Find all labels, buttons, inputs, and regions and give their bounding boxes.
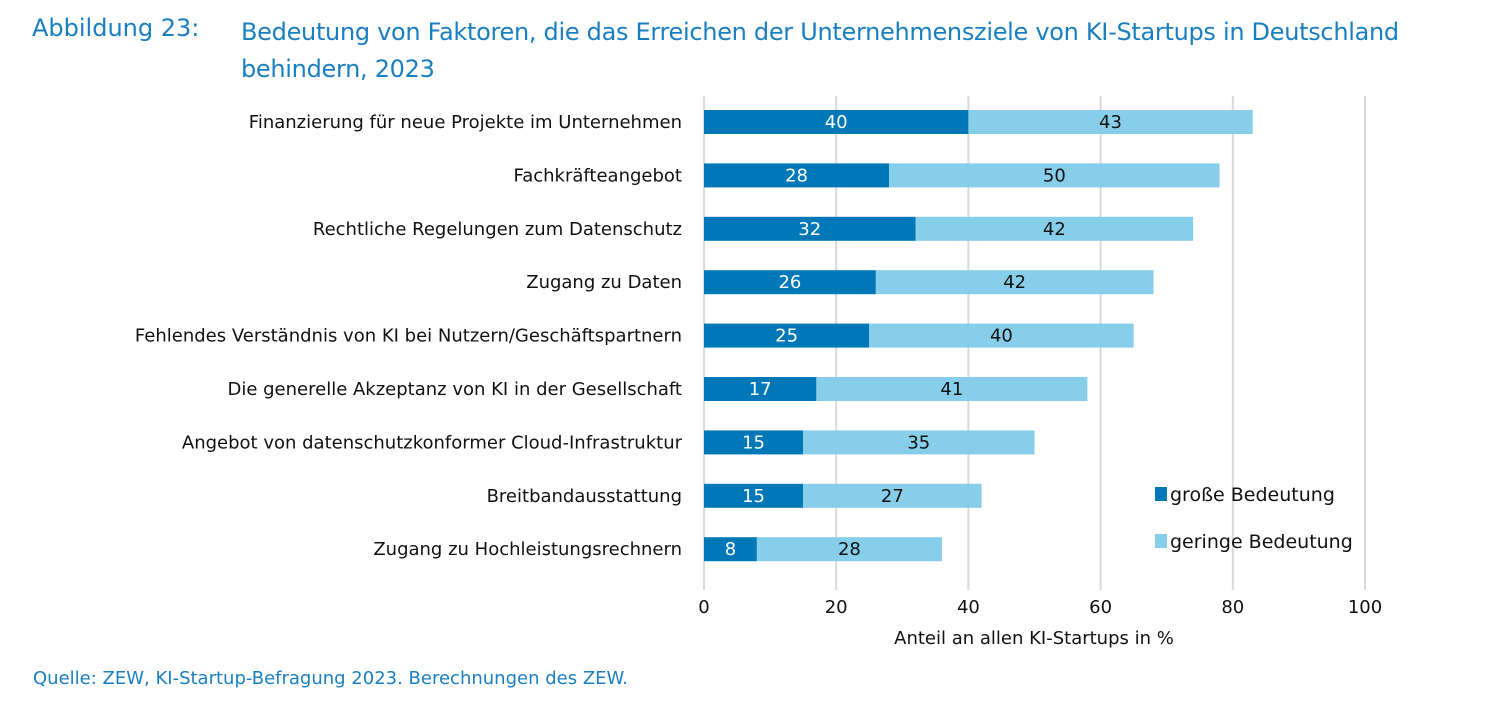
data-label: 32 bbox=[798, 219, 821, 240]
bar-geringe-bedeutung bbox=[803, 430, 1035, 455]
bar-geringe-bedeutung bbox=[968, 110, 1253, 134]
bar-grosse-bedeutung bbox=[704, 163, 890, 188]
data-label: 8 bbox=[725, 539, 736, 560]
data-label: 15 bbox=[742, 432, 765, 453]
figure-number: Abbildung 23: bbox=[32, 14, 200, 42]
bar-geringe-bedeutung bbox=[889, 163, 1220, 188]
bar-grosse-bedeutung bbox=[704, 377, 817, 401]
bar-grosse-bedeutung bbox=[704, 537, 757, 562]
category-label: Rechtliche Regelungen zum Datenschutz bbox=[313, 219, 682, 240]
x-tick-labels: 0 20 40 60 80 100 bbox=[698, 597, 1382, 618]
bar-grosse-bedeutung bbox=[704, 430, 804, 455]
data-label: 17 bbox=[749, 379, 772, 400]
category-label: Die generelle Akzeptanz von KI in der Ge… bbox=[227, 379, 682, 400]
x-axis-label: Anteil an allen KI-Startups in % bbox=[894, 628, 1174, 649]
legend-label: geringe Bedeutung bbox=[1170, 531, 1353, 553]
category-label: Angebot von datenschutzkonformer Cloud-I… bbox=[182, 432, 683, 453]
source-note: Quelle: ZEW, KI-Startup-Befragung 2023. … bbox=[33, 668, 628, 689]
bar-geringe-bedeutung bbox=[803, 483, 982, 508]
data-label: 26 bbox=[778, 272, 801, 293]
data-label: 50 bbox=[1043, 165, 1066, 186]
data-label: 35 bbox=[907, 432, 930, 453]
bars: 40 43 28 50 32 42 26 42 25 40 17 41 15 35 15 27 8 28 bbox=[704, 110, 1253, 562]
legend: große Bedeutung geringe Bedeutung bbox=[1155, 484, 1353, 553]
data-label: 40 bbox=[990, 326, 1013, 347]
bar-geringe-bedeutung bbox=[915, 216, 1194, 241]
data-label: 42 bbox=[1003, 272, 1026, 293]
category-label: Zugang zu Daten bbox=[526, 272, 682, 293]
data-label: 25 bbox=[775, 326, 798, 347]
x-tick-label: 20 bbox=[825, 597, 848, 618]
legend-label: große Bedeutung bbox=[1170, 484, 1335, 506]
bar-grosse-bedeutung bbox=[704, 216, 916, 241]
category-label: Breitbandausstattung bbox=[487, 486, 682, 507]
data-label: 27 bbox=[881, 486, 904, 507]
legend-swatch bbox=[1155, 487, 1167, 501]
x-tick-label: 80 bbox=[1221, 597, 1244, 618]
bar-geringe-bedeutung bbox=[875, 270, 1154, 295]
x-tick-label: 0 bbox=[698, 597, 709, 618]
data-label: 43 bbox=[1099, 112, 1122, 133]
bar-geringe-bedeutung bbox=[756, 537, 942, 562]
data-label: 15 bbox=[742, 486, 765, 507]
bar-grosse-bedeutung bbox=[704, 483, 804, 508]
x-tick-label: 60 bbox=[1089, 597, 1112, 618]
bar-geringe-bedeutung bbox=[816, 377, 1088, 401]
data-label: 28 bbox=[838, 539, 861, 560]
category-label: Zugang zu Hochleistungsrechnern bbox=[373, 539, 682, 560]
data-label: 41 bbox=[940, 379, 963, 400]
category-label: Finanzierung für neue Projekte im Untern… bbox=[249, 112, 682, 133]
bar-grosse-bedeutung bbox=[704, 110, 969, 134]
category-label: Fachkräfteangebot bbox=[514, 165, 682, 186]
bar-grosse-bedeutung bbox=[704, 270, 876, 295]
bar-grosse-bedeutung bbox=[704, 323, 870, 348]
data-label: 28 bbox=[785, 165, 808, 186]
category-label: Fehlendes Verständnis von KI bei Nutzern… bbox=[135, 326, 682, 347]
figure-title: Bedeutung von Faktoren, die das Erreiche… bbox=[241, 18, 1399, 83]
legend-swatch bbox=[1155, 534, 1167, 548]
data-label: 42 bbox=[1043, 219, 1066, 240]
bar-geringe-bedeutung bbox=[869, 323, 1134, 348]
category-labels: Finanzierung für neue Projekte im Untern… bbox=[135, 112, 683, 560]
data-label: 40 bbox=[825, 112, 848, 133]
x-tick-label: 100 bbox=[1348, 597, 1382, 618]
x-tick-label: 40 bbox=[957, 597, 980, 618]
